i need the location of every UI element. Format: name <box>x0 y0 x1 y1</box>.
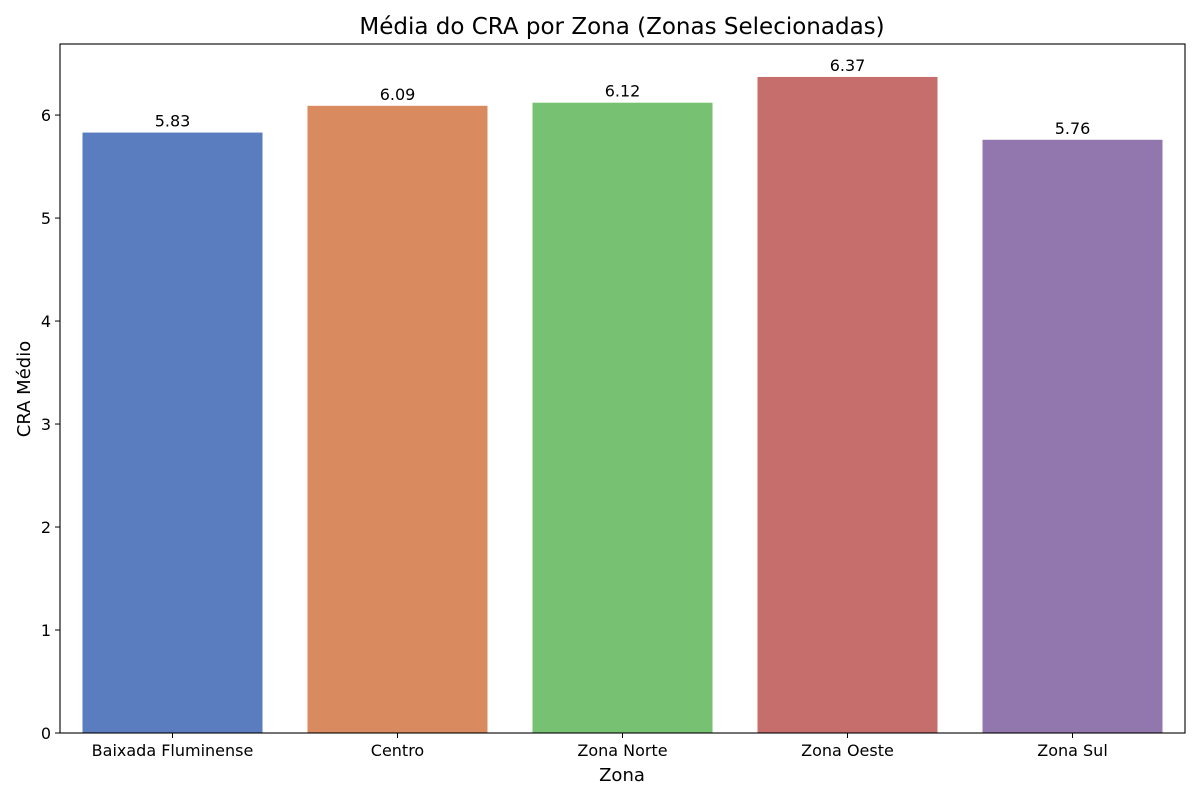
x-tick-label: Zona Norte <box>577 741 667 760</box>
x-tick-label: Baixada Fluminense <box>92 741 254 760</box>
bar <box>82 132 263 734</box>
bar-value-label: 6.09 <box>380 85 416 104</box>
bar-value-label: 6.12 <box>605 82 641 101</box>
y-tick-label: 4 <box>41 312 51 331</box>
y-axis-ticks: 0 1 2 3 4 5 6 <box>41 106 60 743</box>
bar <box>757 76 938 733</box>
bar <box>307 105 488 734</box>
y-axis-label: CRA Médio <box>14 341 35 437</box>
plot-frame <box>59 43 1186 734</box>
x-tick-label: Centro <box>371 741 424 760</box>
x-axis-label: Zona <box>599 765 645 786</box>
y-tick-label: 3 <box>41 415 51 434</box>
bar-value-label: 6.37 <box>830 56 866 75</box>
bar-value-label: 5.76 <box>1055 119 1091 138</box>
y-tick-label: 6 <box>41 106 51 125</box>
y-tick-label: 1 <box>41 621 51 640</box>
y-tick-label: 5 <box>41 209 51 228</box>
bar-value-label: 5.83 <box>155 112 191 131</box>
bar <box>982 139 1163 733</box>
x-tick-label: Zona Oeste <box>801 741 894 760</box>
chart-title: Média do CRA por Zona (Zonas Selecionada… <box>359 14 884 40</box>
x-axis-ticks: Baixada Fluminense Centro Zona Norte Zona O… <box>92 733 1108 760</box>
y-tick-label: 2 <box>41 518 51 537</box>
y-tick-label: 0 <box>41 724 51 743</box>
bar <box>532 102 713 733</box>
x-tick-label: Zona Sul <box>1037 741 1108 760</box>
bars-group: 5.83 6.09 6.12 6.37 5.76 <box>82 56 1163 734</box>
